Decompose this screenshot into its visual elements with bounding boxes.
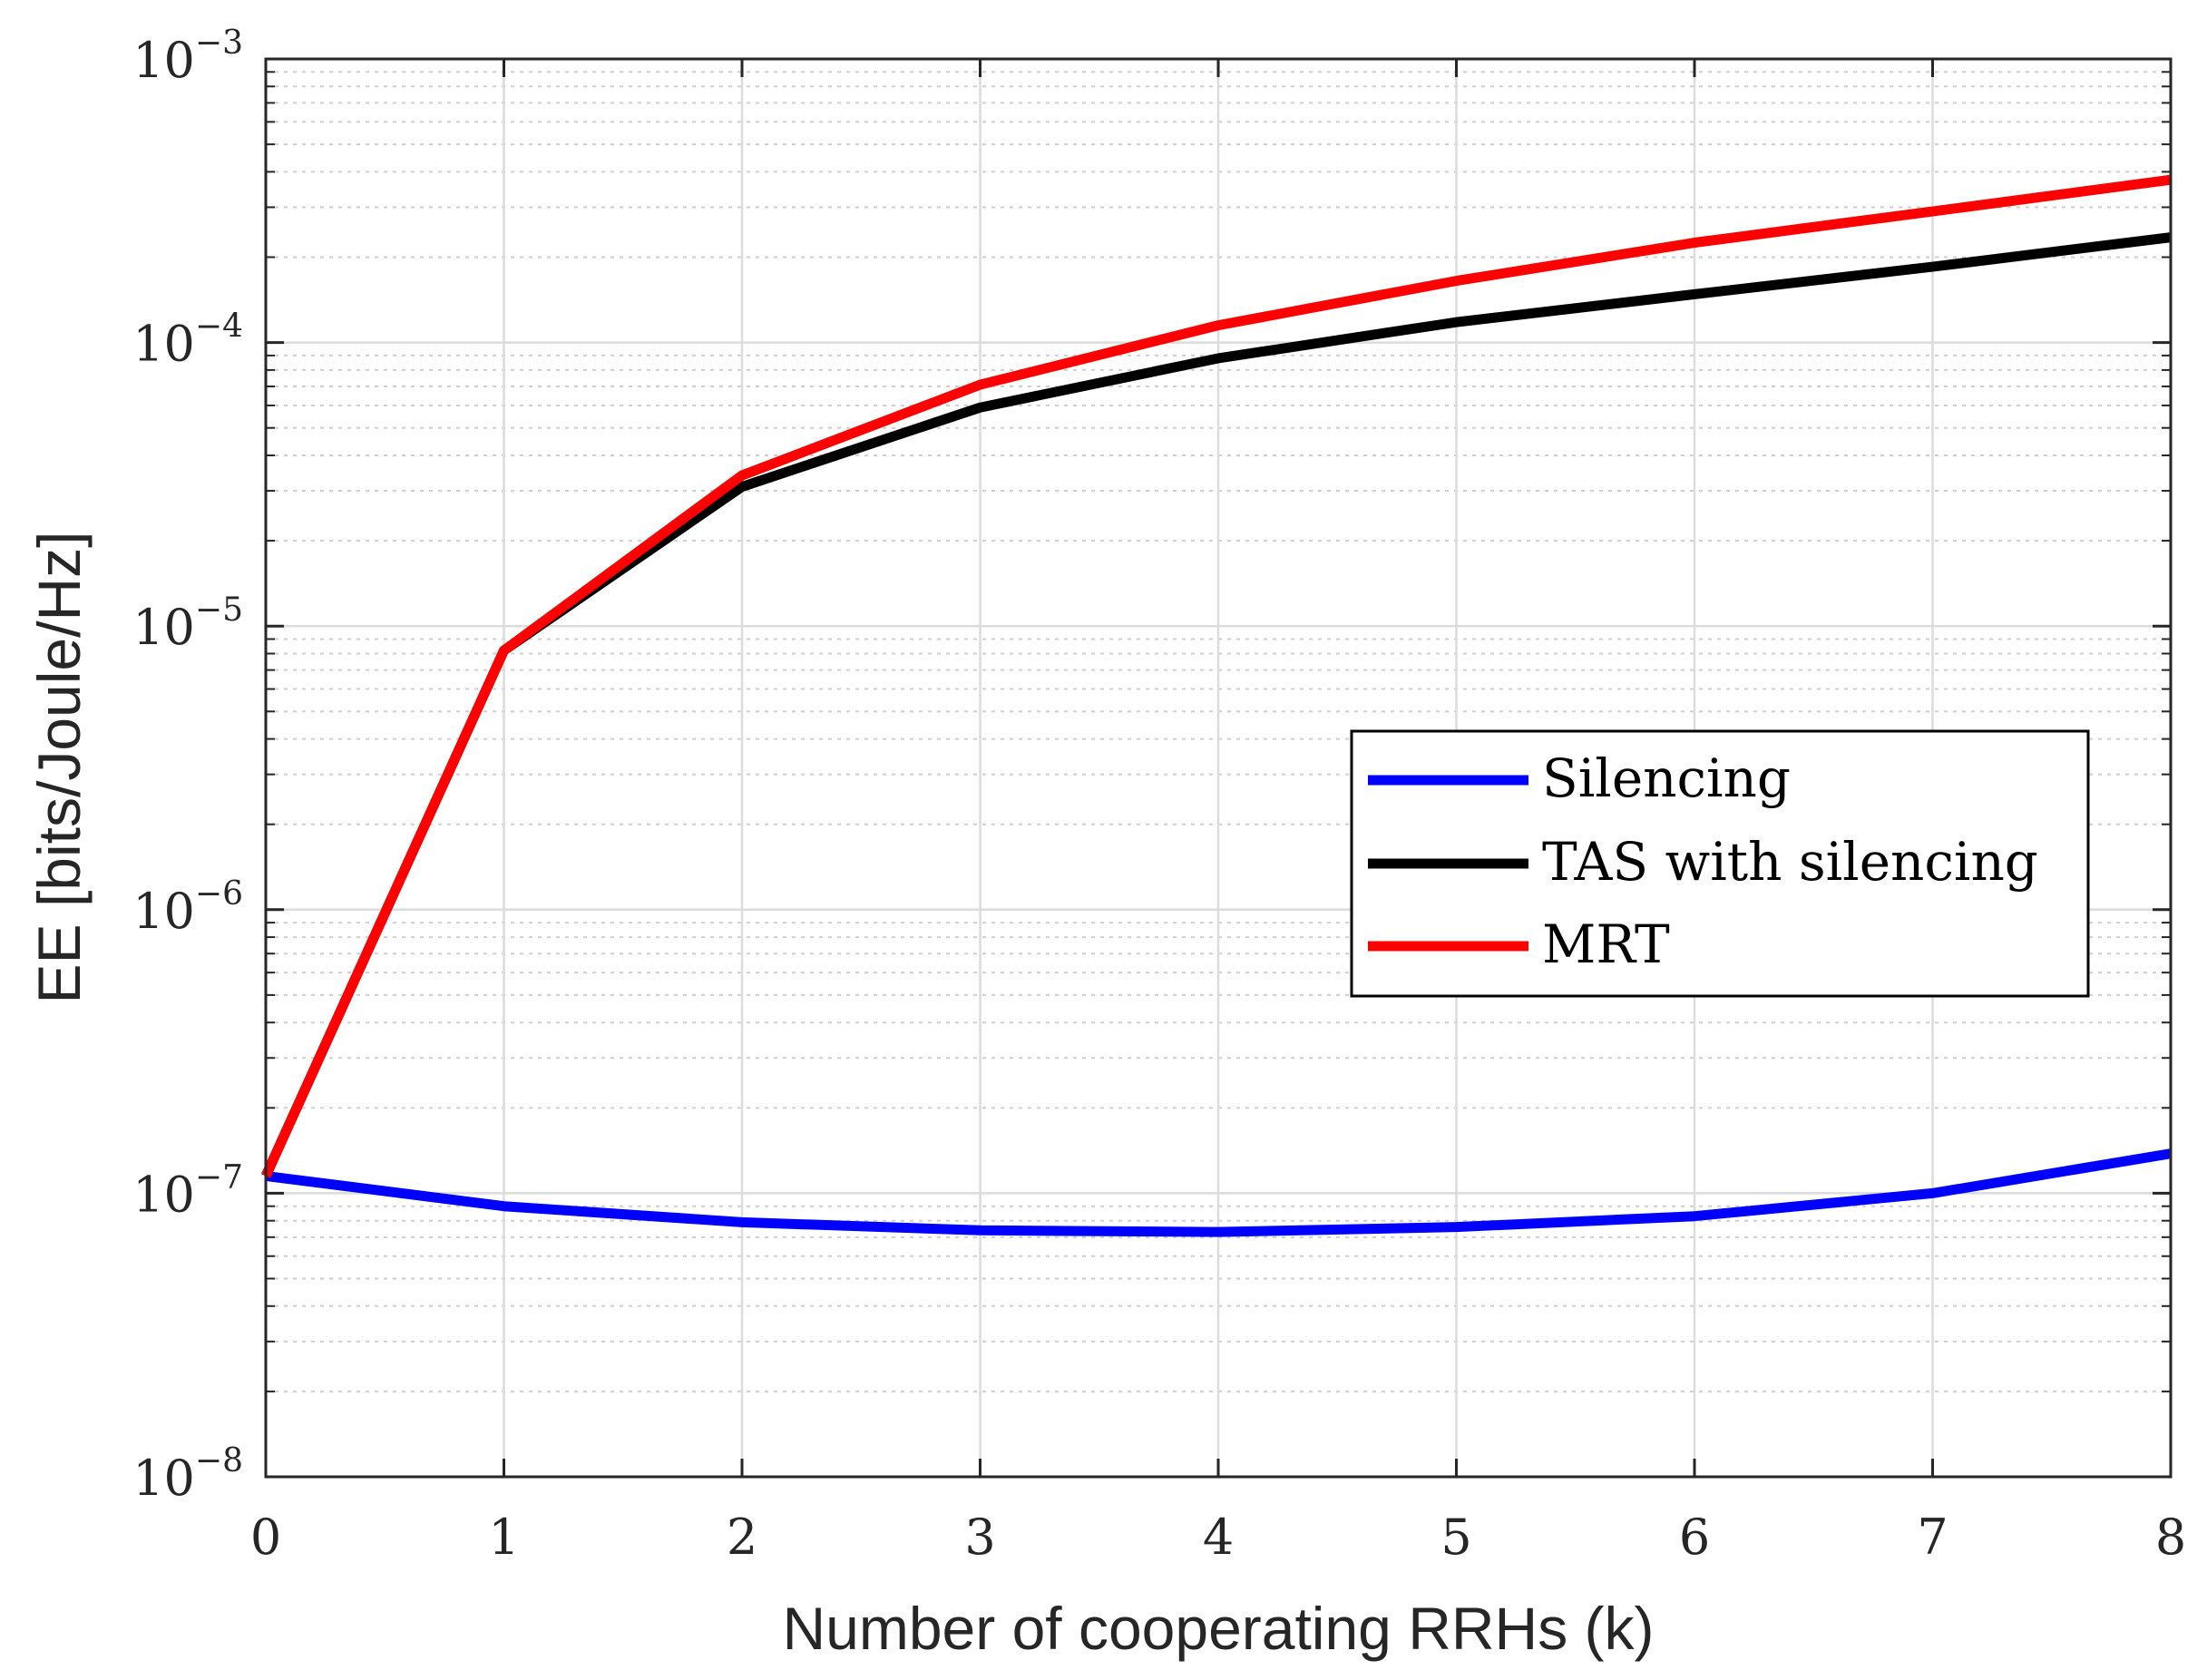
x-tick-label: 8 — [2155, 1509, 2186, 1566]
x-tick-label: 6 — [1679, 1509, 1710, 1566]
series-line-silencing — [265, 1148, 2172, 1237]
y-tick-label: 10−4 — [132, 308, 243, 373]
series-lines — [260, 174, 2172, 1237]
x-tick-label: 0 — [250, 1509, 281, 1566]
series-line-mrt — [260, 174, 2172, 1178]
y-tick-labels: 10−8 10−7 10−6 10−5 10−4 10−3 — [132, 24, 243, 1507]
x-tick-label: 7 — [1917, 1509, 1948, 1566]
x-tick-label: 5 — [1440, 1509, 1471, 1566]
x-tick-label: 4 — [1203, 1509, 1234, 1566]
x-axis-title: Number of cooperating RRHs (k) — [783, 1595, 1655, 1662]
y-tick-label: 10−5 — [132, 591, 243, 656]
x-tick-label: 3 — [964, 1509, 995, 1566]
y-tick-label: 10−7 — [132, 1158, 243, 1223]
legend-label-mrt: MRT — [1542, 913, 1670, 975]
x-tick-labels: 0 1 2 3 4 5 6 7 8 — [250, 1509, 2186, 1566]
legend-label-tas-with-silencing: TAS with silencing — [1542, 831, 2038, 893]
y-tick-label: 10−8 — [132, 1442, 243, 1507]
y-axis-title: EE [bits/Joule/Hz] — [25, 532, 93, 1004]
x-tick-label: 2 — [727, 1509, 757, 1566]
y-tick-label: 10−6 — [132, 875, 243, 940]
y-tick-label: 10−3 — [132, 24, 243, 89]
x-tick-label: 1 — [488, 1509, 519, 1566]
legend-label-silencing: Silencing — [1542, 747, 1791, 809]
legend: Silencing TAS with silencing MRT — [1350, 729, 2090, 998]
axis-ticks — [264, 57, 2173, 1479]
